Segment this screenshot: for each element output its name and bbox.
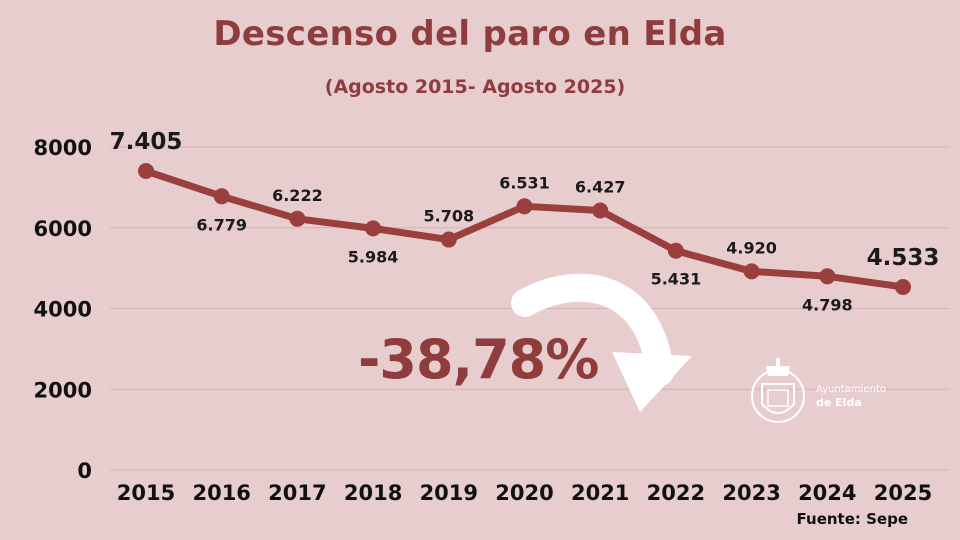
y-tick-label: 4000 [34, 298, 92, 322]
data-labels: 7.405 6.779 6.222 5.984 5.708 6.531 6.427 5.431… [110, 129, 940, 314]
x-tick-label: 2021 [571, 481, 629, 505]
x-tick-label: 2016 [192, 481, 250, 505]
x-tick-label: 2023 [722, 481, 780, 505]
x-axis: 2015 2016 2017 2018 2019 2020 2021 2022 2023 2024… [117, 481, 932, 505]
downward-arrow-icon [511, 273, 692, 412]
data-label: 6.427 [575, 178, 626, 197]
x-tick-label: 2025 [874, 481, 932, 505]
data-label: 6.222 [272, 186, 323, 205]
data-point [138, 163, 154, 180]
gridlines [110, 146, 950, 471]
data-label: 4.920 [726, 238, 777, 257]
data-point [213, 188, 230, 205]
elda-coat-of-arms-icon [751, 358, 805, 423]
y-tick-label: 6000 [34, 217, 92, 241]
data-point [592, 202, 609, 219]
x-tick-label: 2018 [344, 481, 402, 505]
data-label: 6.531 [499, 173, 550, 192]
data-point [667, 242, 684, 259]
data-label: 5.431 [651, 270, 702, 289]
y-tick-label: 2000 [34, 378, 92, 402]
data-label: 5.708 [423, 207, 474, 226]
chart-subtitle: (Agosto 2015- Agosto 2025) [324, 76, 626, 98]
y-tick-label: 8000 [34, 136, 92, 160]
data-points [138, 163, 911, 295]
data-point [743, 263, 760, 280]
source-note: Fuente: Sepe [796, 510, 908, 528]
x-tick-label: 2017 [268, 481, 326, 505]
chart-title: Descenso del paro en Elda [213, 14, 727, 54]
x-tick-label: 2020 [495, 481, 553, 505]
data-label: 7.405 [110, 129, 183, 155]
x-tick-label: 2022 [647, 481, 705, 505]
data-label: 6.779 [196, 215, 247, 234]
x-tick-label: 2024 [798, 481, 856, 505]
x-tick-label: 2015 [117, 481, 175, 505]
data-label: 4.533 [867, 245, 940, 271]
data-label: 5.984 [348, 247, 399, 266]
ayuntamiento-logo: Ayuntamiento de Elda [748, 354, 908, 434]
data-label: 4.798 [802, 295, 853, 314]
y-tick-label: 0 [77, 459, 92, 483]
data-point [440, 231, 457, 248]
y-axis: 0 2000 4000 6000 8000 [34, 136, 92, 483]
data-point [819, 268, 836, 285]
data-point [516, 198, 533, 215]
logo-text-line2: de Elda [816, 396, 862, 409]
logo-text-line1: Ayuntamiento [816, 384, 886, 395]
data-point [289, 210, 306, 227]
x-tick-label: 2019 [420, 481, 478, 505]
percentage-change-label: -38,78% [358, 328, 599, 391]
data-point [365, 220, 382, 237]
data-point [895, 278, 911, 295]
